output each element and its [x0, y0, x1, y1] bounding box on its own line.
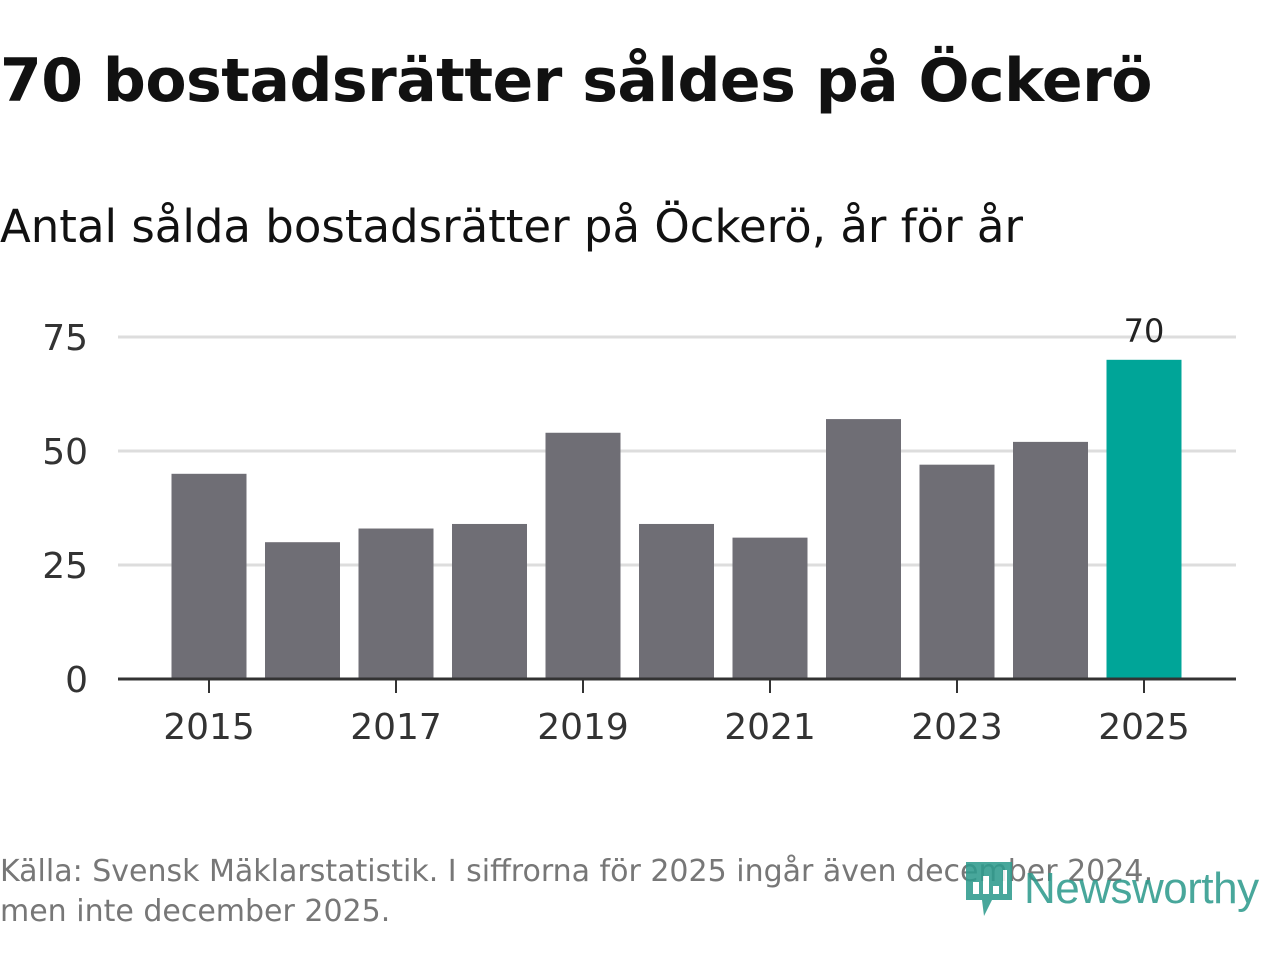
y-tick-label-75: 75	[42, 318, 88, 359]
logo-text: Newsworthy	[1024, 864, 1259, 913]
source-note: Källa: Svensk Mäklarstatistik. I siffror…	[0, 854, 1153, 929]
y-tick-label-0: 0	[65, 660, 88, 701]
bar-2018	[452, 523, 527, 679]
bar-2022	[826, 419, 901, 679]
x-tick-label-2025: 2025	[1098, 707, 1190, 748]
bar-2015	[171, 473, 247, 679]
axes	[118, 677, 1236, 693]
x-tick-label-2017: 2017	[350, 707, 442, 748]
bar-2024	[1013, 441, 1088, 679]
labels: 0 25 50 75 2015 2017 2019 2021 2023 2025 70	[42, 312, 1190, 748]
bar-chart-bubble-icon	[966, 862, 1012, 916]
x-tick-label-2015: 2015	[163, 707, 255, 748]
bar-2019	[545, 432, 621, 679]
bar-2020	[639, 523, 714, 679]
bar-2025	[1106, 359, 1182, 679]
x-tick-label-2021: 2021	[724, 707, 816, 748]
bar-chart: 0 25 50 75 2015 2017 2019 2021 2023 2025 70	[42, 312, 1236, 748]
y-tick-label-50: 50	[42, 432, 88, 473]
bar-2021	[732, 537, 808, 679]
bar-2023	[919, 464, 995, 679]
x-tick-label-2023: 2023	[911, 707, 1003, 748]
y-tick-label-25: 25	[42, 546, 88, 587]
bar-2016	[265, 542, 340, 679]
newsworthy-logo: Newsworthy	[962, 858, 1259, 920]
bars	[171, 359, 1182, 679]
x-tick-label-2019: 2019	[537, 707, 629, 748]
data-label-2025: 70	[1124, 312, 1165, 350]
chart-subtitle: Antal sålda bostadsrätter på Öckerö, år …	[0, 200, 1023, 253]
bar-2017	[358, 528, 434, 679]
chart-title: 70 bostadsrätter såldes på Öckerö	[0, 46, 1152, 116]
